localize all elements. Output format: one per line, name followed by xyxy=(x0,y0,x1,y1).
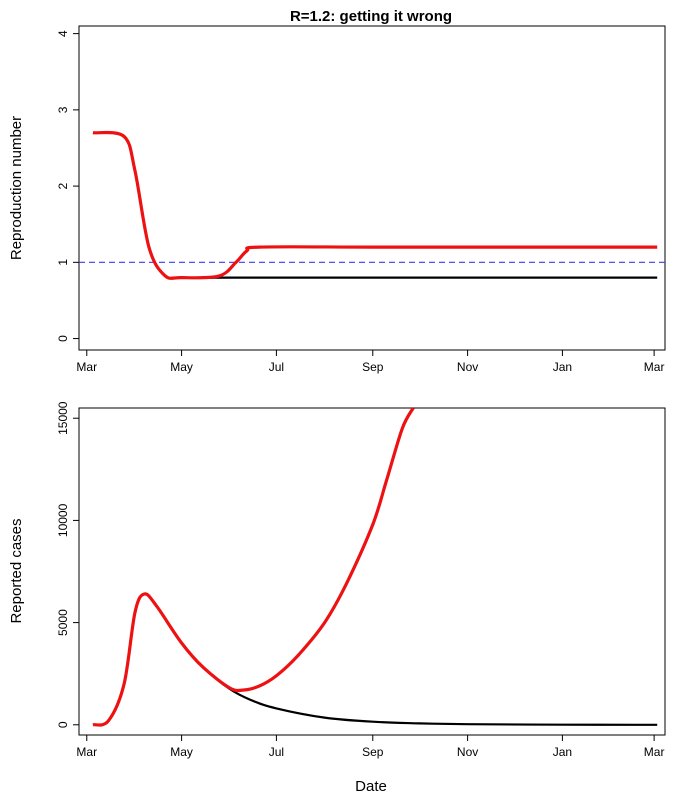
reproduction-number-y-tick-label: 0 xyxy=(56,335,70,342)
reported-cases-counterfactual-line xyxy=(92,592,658,727)
reported-cases-plot-frame xyxy=(78,407,666,736)
reproduction-number-x-tick-label: Mar xyxy=(644,360,665,374)
reported-cases-x-tick-label: Jan xyxy=(553,745,572,759)
reported-cases-x-tick-label: Jul xyxy=(269,745,284,759)
reported-cases-panel: Reported cases Mar May Jul Sep Nov Jan Mar 0 500… xyxy=(8,401,666,759)
reported-cases-x-tick-label: Sep xyxy=(362,745,384,759)
reproduction-number-x-tick-label: Sep xyxy=(362,360,384,374)
reproduction-number-y-tick-label: 4 xyxy=(56,30,70,37)
reported-cases-y-tick-label: 10000 xyxy=(56,503,70,537)
reported-cases-plot-area xyxy=(92,408,658,727)
reported-cases-y-axis-label: Reported cases xyxy=(8,518,25,623)
reproduction-number-y-tick-label: 2 xyxy=(56,182,70,189)
reproduction-number-y-tick-label: 1 xyxy=(56,259,70,266)
reproduction-number-y-tick-label: 3 xyxy=(56,106,70,113)
reproduction-number-plot-area xyxy=(79,130,665,280)
x-axis-label: Date xyxy=(355,778,387,795)
reproduction-number-x-tick-label: Jan xyxy=(553,360,572,374)
reproduction-number-counterfactual-line xyxy=(92,131,658,280)
reported-cases-y-tick-label: 15000 xyxy=(56,401,70,435)
reported-cases-y-tick-label: 0 xyxy=(56,721,70,728)
reproduction-number-x-tick-label: May xyxy=(170,360,193,374)
reproduction-number-x-tick-label: Jul xyxy=(269,360,284,374)
reported-cases-x-tick-label: May xyxy=(170,745,193,759)
reported-cases-x-tick-label: Nov xyxy=(457,745,478,759)
reproduction-number-panel: Reproduction number Mar May Jul Sep Nov Jan Ma… xyxy=(8,25,666,374)
reproduction-number-y-axis-label: Reproduction number xyxy=(8,116,25,260)
reported-cases-scenario-line xyxy=(92,408,415,727)
reported-cases-x-tick-label: Mar xyxy=(76,745,97,759)
reported-cases-x-tick-label: Mar xyxy=(644,745,665,759)
reported-cases-y-tick-label: 5000 xyxy=(56,609,70,636)
reproduction-number-plot-frame xyxy=(78,25,666,351)
reproduction-number-x-tick-label: Mar xyxy=(76,360,97,374)
reproduction-number-scenario-line xyxy=(92,130,658,280)
chart-title: R=1.2: getting it wrong xyxy=(290,8,452,25)
reproduction-number-x-tick-label: Nov xyxy=(457,360,478,374)
